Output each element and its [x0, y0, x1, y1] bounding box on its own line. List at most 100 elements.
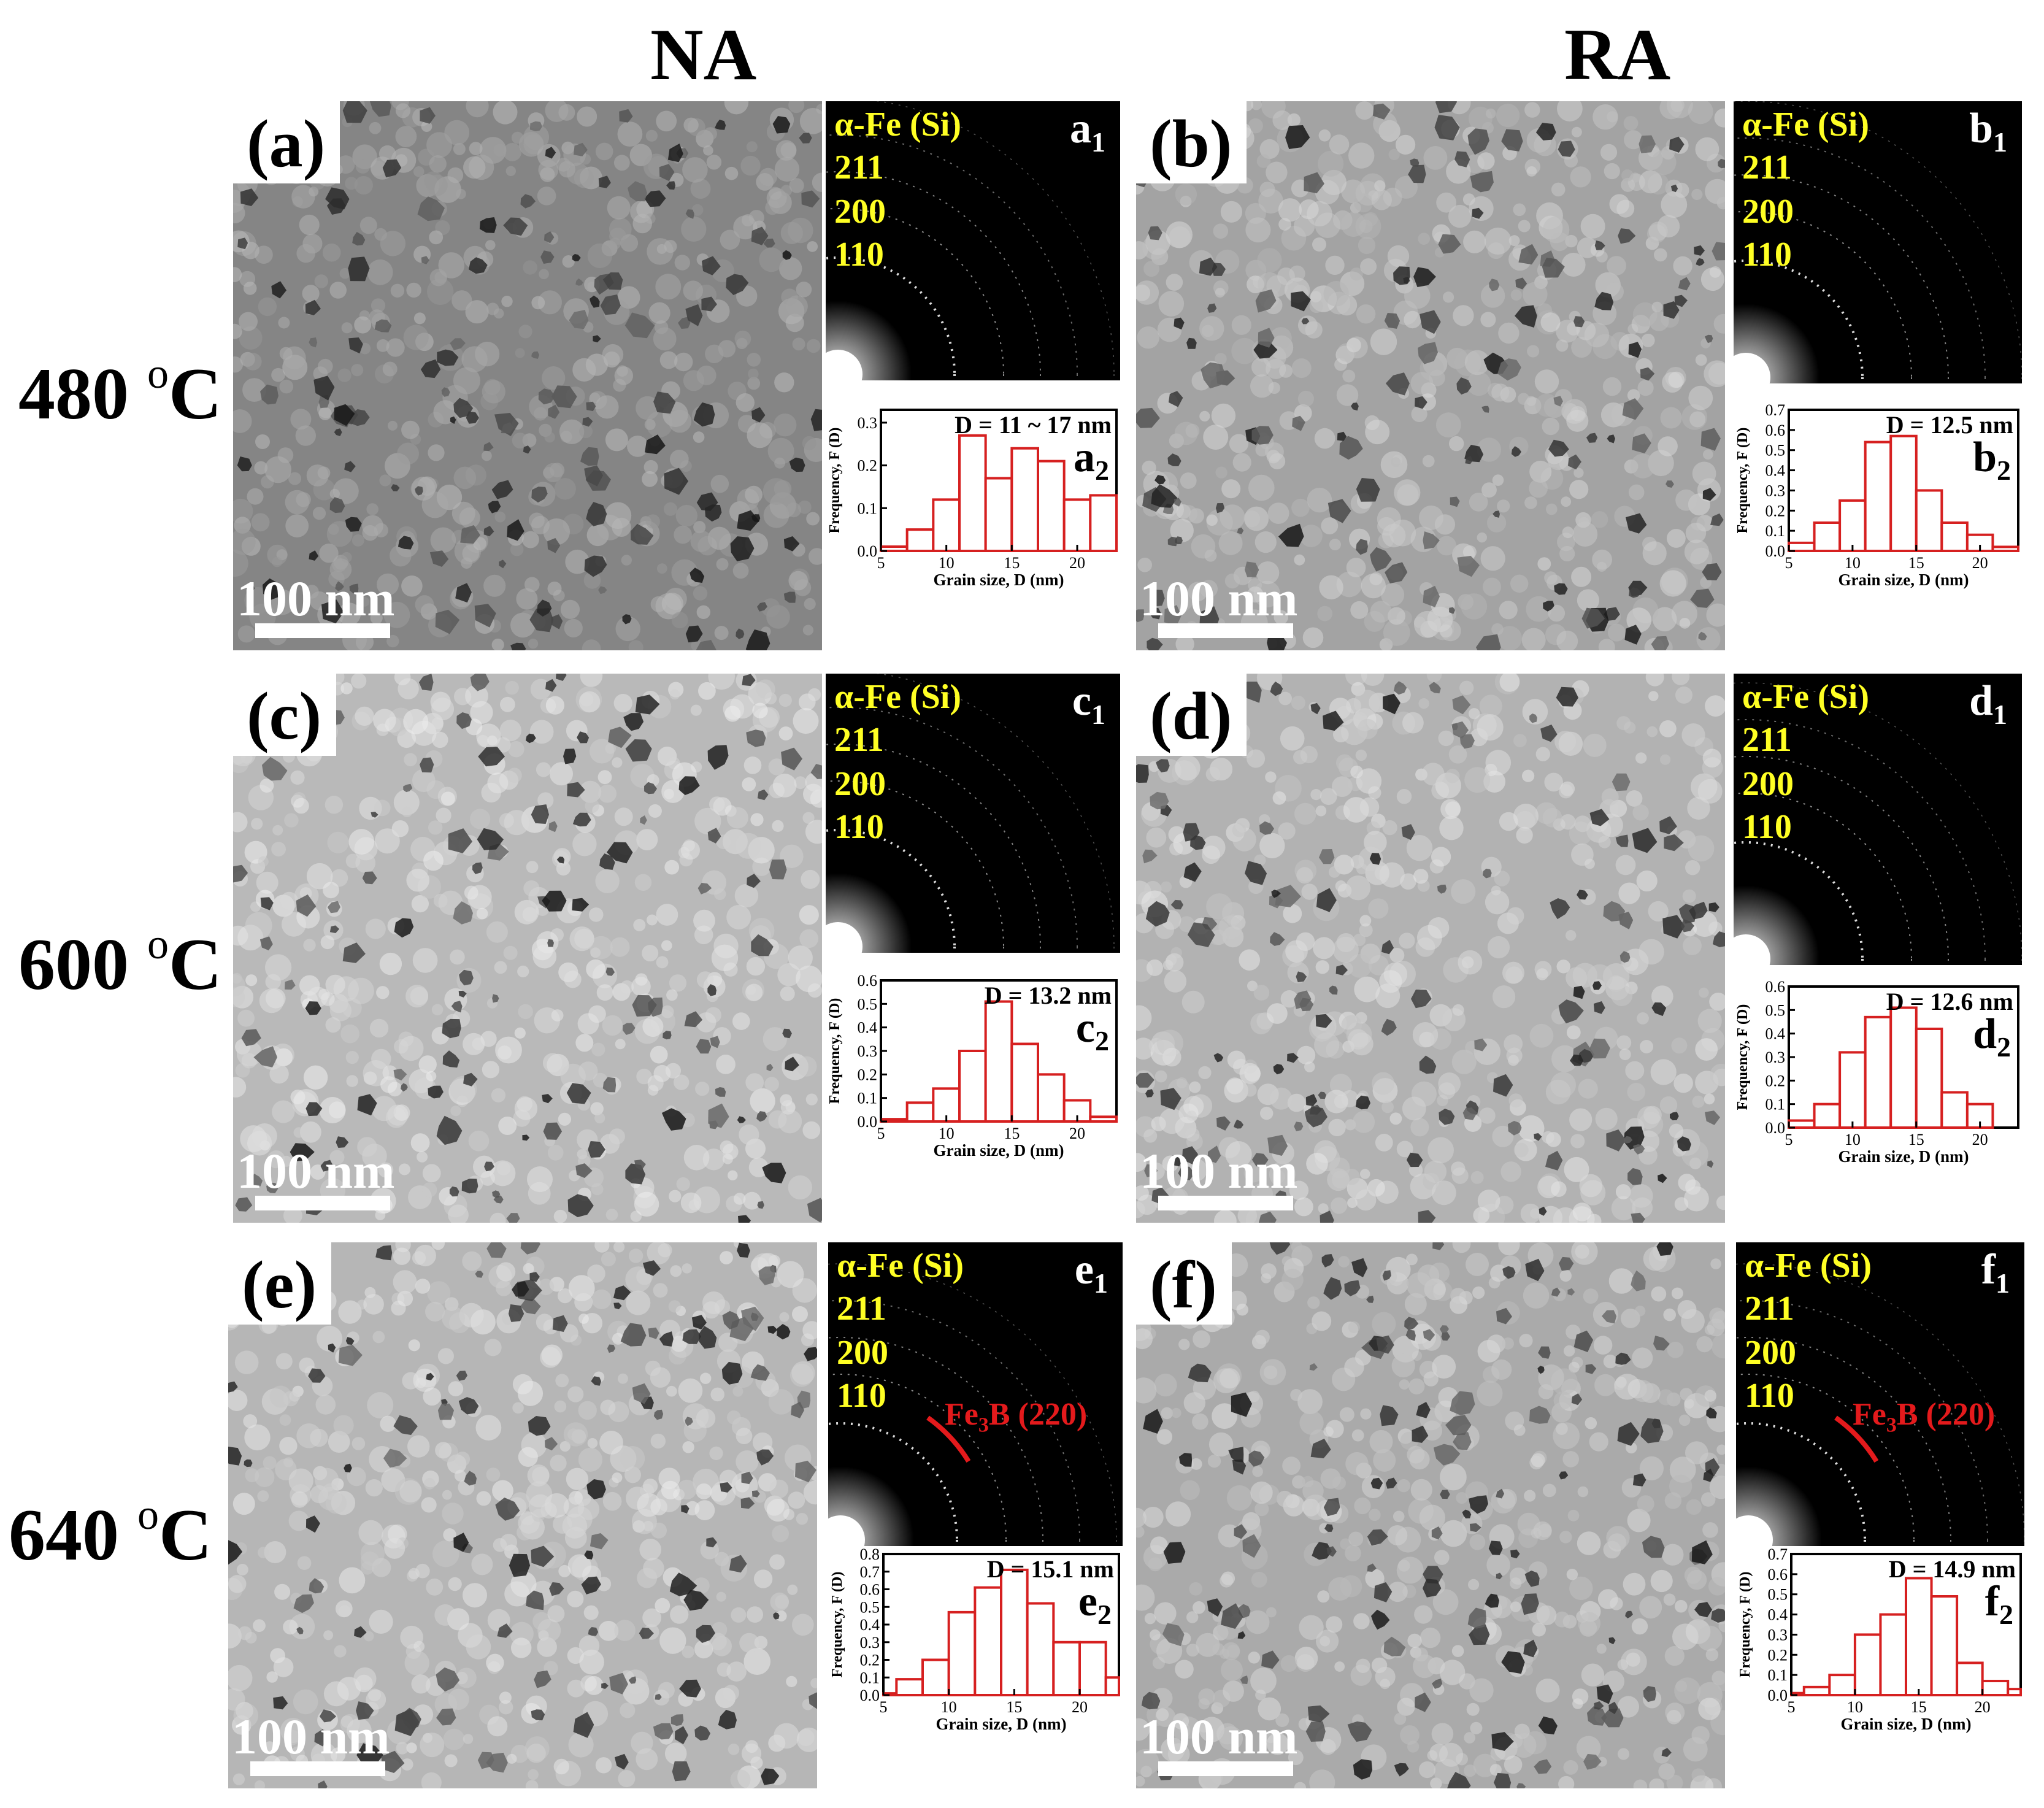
histogram-bar [1089, 1115, 1118, 1123]
histogram-bar [1037, 1073, 1066, 1123]
y-tick-label: 0.6 [858, 972, 878, 990]
x-tick-label: 5 [880, 1698, 888, 1716]
saed-reflection-211: 211 [1742, 721, 1792, 759]
mean-grain-size-label: D = 13.2 nm [985, 982, 1112, 1009]
x-tick-label: 15 [1911, 1698, 1927, 1716]
x-tick-label: 15 [1004, 554, 1020, 572]
y-tick-label: 0.1 [858, 499, 878, 517]
y-tick-label: 0.0 [1765, 542, 1786, 560]
panel-tag: (e) [228, 1242, 332, 1325]
x-tick-label: 10 [939, 1125, 955, 1142]
saed-phase-label: α-Fe (Si) [834, 678, 961, 716]
x-axis-label: Grain size, D (nm) [1838, 571, 1969, 589]
x-tick-label: 10 [1847, 1698, 1863, 1716]
histogram-bar [1905, 1577, 1933, 1696]
x-tick-label: 15 [1908, 554, 1924, 572]
histogram-bar [958, 434, 987, 553]
y-tick-label: 0.0 [1765, 1119, 1786, 1137]
y-axis-label: Frequency, F (D) [1735, 428, 1751, 534]
y-tick-label: 0.1 [1768, 1666, 1788, 1684]
grain-size-histogram: 0.0 0.1 0.2 0.3 0.4 0.5 0.6 0.7 0.8 5 10 15 20 Grain … [828, 1545, 1123, 1733]
saed-panel-label: e1 [1074, 1246, 1108, 1299]
histogram-bar [1838, 499, 1867, 553]
y-axis-label: Frequency, F (D) [827, 428, 843, 534]
y-tick-label: 0.2 [1765, 1072, 1786, 1090]
histogram-bar [1052, 1641, 1082, 1696]
y-tick-label: 0.5 [1765, 1001, 1786, 1019]
column-title-ra: RA [1564, 13, 1671, 95]
histogram-bar [1788, 541, 1816, 553]
tem-micrograph: (b) 100 nm [1136, 101, 1725, 650]
y-tick-label: 0.3 [858, 414, 878, 432]
saed-phase-label: α-Fe (Si) [1742, 678, 1869, 716]
histogram-bar [984, 1000, 1013, 1123]
saed-phase-label: α-Fe (Si) [837, 1247, 964, 1285]
histogram-panel-label: f2 [1985, 1578, 2013, 1630]
y-tick-label: 0.7 [1765, 401, 1786, 419]
y-axis-label: Frequency, F (D) [1737, 1572, 1753, 1678]
histogram-bar [1788, 1119, 1816, 1129]
scale-bar-label: 100 nm [237, 571, 395, 626]
row-temp-degree: o [147, 350, 169, 398]
row-temp-degree: o [147, 921, 169, 968]
histogram-bar [1010, 447, 1040, 552]
scale-bar-label: 100 nm [1140, 1709, 1298, 1764]
row-title-480: 480 oC [18, 350, 222, 436]
panel-tag: (b) [1136, 101, 1247, 183]
saed-phase-label: α-Fe (Si) [1742, 106, 1869, 144]
histogram-bar [958, 1050, 987, 1123]
y-axis-label: Frequency, F (D) [829, 1572, 845, 1678]
x-axis-label: Grain size, D (nm) [1841, 1715, 1972, 1733]
saed-panel-label: f1 [1981, 1246, 2010, 1299]
scale-bar [1158, 1761, 1293, 1776]
saed-reflection-110: 110 [834, 236, 884, 274]
x-tick-label: 5 [1785, 1131, 1793, 1148]
y-tick-label: 0.5 [1765, 442, 1786, 460]
x-tick-label: 20 [1072, 1698, 1088, 1716]
histogram-bar [1915, 1028, 1943, 1129]
x-tick-label: 5 [877, 1125, 885, 1142]
saed-reflection-110: 110 [1745, 1377, 1794, 1415]
y-axis-label: Frequency, F (D) [1735, 1004, 1751, 1110]
saed-panel-label: b1 [1969, 105, 2007, 158]
y-tick-label: 0.1 [1765, 522, 1786, 540]
histogram-bar [1940, 521, 1969, 552]
panel-tag: (c) [233, 674, 337, 756]
y-tick-label: 0.3 [860, 1634, 880, 1652]
saed-pattern: α-Fe (Si) 211 200 110 a1 [826, 101, 1120, 380]
saed-phase-label: α-Fe (Si) [1745, 1247, 1872, 1285]
saed-pattern: α-Fe (Si) 211 200 110 b1 [1734, 101, 2022, 383]
fe3b-label: Fe3B (220) [945, 1397, 1088, 1437]
histogram-panel-label: a2 [1074, 434, 1109, 486]
y-tick-label: 0.5 [860, 1598, 880, 1616]
scale-bar [1158, 1196, 1293, 1210]
tem-micrograph: (a) 100 nm [233, 101, 822, 650]
saed-reflection-200: 200 [834, 765, 886, 803]
scale-bar [250, 1761, 385, 1776]
x-axis-label: Grain size, D (nm) [934, 571, 1064, 589]
saed-reflection-200: 200 [1745, 1334, 1796, 1372]
y-tick-label: 0.0 [858, 542, 878, 560]
histogram-bar [2007, 1688, 2023, 1696]
row-temp-value: 480 [18, 353, 129, 434]
scale-bar-label: 100 nm [232, 1709, 390, 1764]
saed-reflection-211: 211 [1742, 148, 1792, 187]
row-temp-degree: o [137, 1491, 159, 1539]
y-tick-label: 0.4 [1768, 1606, 1788, 1624]
histogram-panel-label: c2 [1076, 1004, 1109, 1056]
histogram-bar [1889, 434, 1918, 553]
panel-tag: (a) [233, 101, 340, 183]
tem-micrograph: (f) 100 nm [1136, 1242, 1725, 1788]
x-axis-label: Grain size, D (nm) [1838, 1147, 1969, 1166]
histogram-panel-label: d2 [1973, 1010, 2011, 1063]
histogram-bar [932, 498, 961, 552]
histogram-bar [947, 1610, 977, 1696]
row-title-640: 640 oC [9, 1491, 212, 1577]
mean-grain-size-label: D = 15.1 nm [987, 1555, 1114, 1583]
histogram-bar [1940, 1091, 1969, 1129]
saed-pattern: α-Fe (Si) 211 200 110 e1 Fe3B (220) [828, 1242, 1123, 1546]
row-temp-unit: C [169, 353, 222, 434]
x-axis-label: Grain size, D (nm) [934, 1141, 1064, 1160]
histogram-bar [1864, 1015, 1892, 1129]
y-tick-label: 0.0 [858, 1113, 878, 1131]
